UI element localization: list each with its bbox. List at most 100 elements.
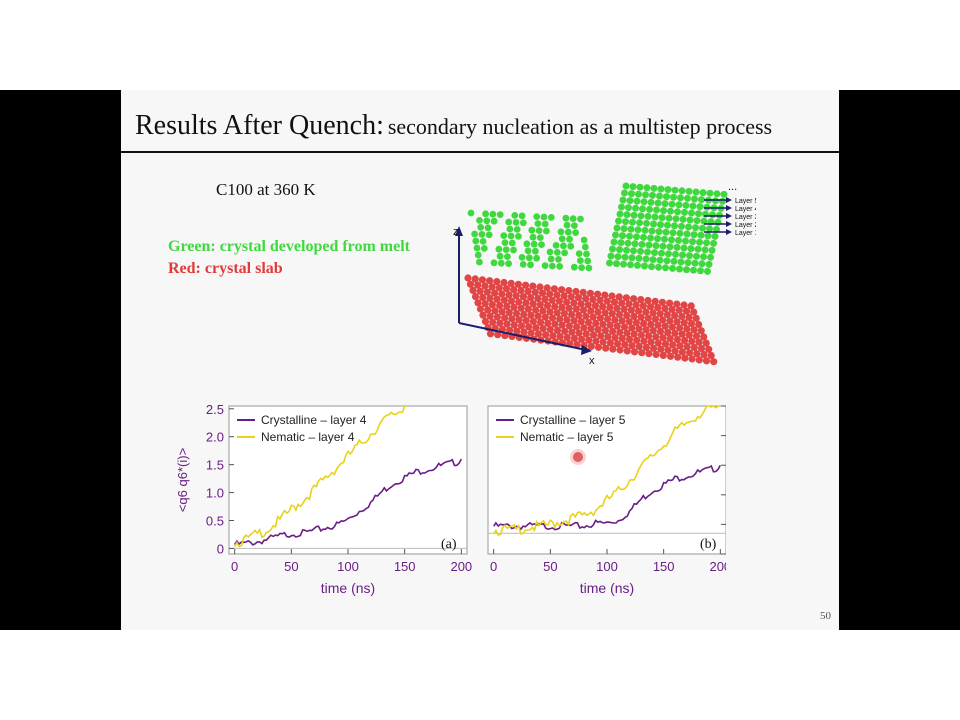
slab-bead bbox=[685, 331, 693, 339]
slab-bead bbox=[688, 355, 696, 363]
slab-bead bbox=[466, 280, 475, 288]
slab-bead bbox=[586, 289, 594, 297]
melt-bead bbox=[650, 220, 657, 228]
melt-bead bbox=[680, 244, 688, 252]
melt-bead bbox=[651, 213, 659, 221]
slab-bead bbox=[658, 298, 666, 306]
slab-bead bbox=[674, 353, 682, 361]
slab-bead bbox=[638, 349, 646, 357]
melt-bead bbox=[476, 217, 483, 224]
melt-bead bbox=[500, 232, 508, 239]
melt-bead bbox=[577, 215, 584, 223]
melt-bead bbox=[663, 193, 670, 201]
slab-bead bbox=[695, 338, 703, 346]
melt-bead bbox=[473, 244, 481, 252]
melt-bead bbox=[613, 260, 620, 268]
slab-bead bbox=[601, 291, 609, 299]
slab-bead bbox=[479, 293, 487, 302]
slab-bead bbox=[628, 342, 636, 350]
x-axis-arrow bbox=[581, 345, 592, 355]
slab-bead bbox=[635, 307, 643, 315]
slab-bead bbox=[659, 351, 667, 359]
slab-bead bbox=[560, 292, 568, 300]
slab-bead bbox=[652, 333, 660, 341]
melt-bead bbox=[712, 197, 719, 205]
slab-bead bbox=[676, 324, 684, 332]
slab-bead bbox=[687, 320, 696, 328]
slab-bead bbox=[546, 290, 554, 298]
title-main: Results After Quench: bbox=[135, 110, 384, 141]
melt-bead bbox=[677, 258, 685, 266]
slab-bead bbox=[476, 287, 484, 295]
x-axis-title: time (ns) bbox=[321, 580, 375, 596]
y-tick-label: 2.0 bbox=[206, 430, 224, 445]
slab-bead bbox=[695, 356, 703, 364]
slab-bead bbox=[669, 341, 677, 349]
melt-bead bbox=[709, 211, 716, 219]
melt-bead bbox=[543, 227, 550, 235]
melt-bead bbox=[682, 237, 689, 245]
slab-bead bbox=[671, 329, 679, 337]
legend-green-text: Green: crystal developed from melt bbox=[168, 238, 411, 255]
slab-bead bbox=[525, 323, 533, 331]
slab-bead bbox=[514, 280, 522, 288]
slab-bead bbox=[642, 326, 650, 334]
melt-bead bbox=[616, 246, 623, 254]
melt-bead bbox=[645, 241, 653, 249]
slab-bead bbox=[597, 332, 605, 340]
slab-bead bbox=[464, 274, 472, 282]
melt-bead bbox=[679, 251, 686, 259]
slab-bead bbox=[522, 317, 530, 325]
melt-bead bbox=[496, 252, 504, 260]
melt-bead bbox=[688, 209, 695, 217]
melt-bead bbox=[711, 232, 719, 240]
slab-bead bbox=[692, 314, 700, 322]
slab-bead bbox=[657, 345, 665, 353]
slab-bead bbox=[682, 307, 691, 315]
slab-bead bbox=[584, 318, 593, 327]
slab-bead bbox=[705, 345, 713, 353]
slab-bead bbox=[601, 309, 609, 317]
slab-bead bbox=[637, 313, 645, 321]
letterbox-right bbox=[839, 90, 960, 630]
system-label: C100 at 360 K bbox=[216, 180, 316, 199]
slab-bead bbox=[651, 297, 659, 305]
melt-bead bbox=[606, 259, 613, 267]
slab-bead bbox=[505, 309, 513, 317]
melt-bead bbox=[692, 224, 699, 232]
melt-bead bbox=[714, 218, 722, 226]
slab-bead bbox=[647, 320, 655, 328]
slab-bead bbox=[609, 327, 617, 335]
slab-bead bbox=[594, 308, 602, 316]
melt-bead bbox=[567, 242, 575, 250]
slab-bead bbox=[625, 318, 633, 326]
melt-bead bbox=[541, 262, 549, 269]
slab-bead bbox=[616, 346, 624, 354]
melt-bead bbox=[698, 196, 705, 204]
slab-bead bbox=[515, 316, 523, 324]
slab-bead bbox=[532, 306, 540, 314]
melt-bead bbox=[474, 251, 482, 259]
melt-bead bbox=[634, 261, 641, 269]
melt-bead bbox=[649, 191, 656, 199]
layer-label: Layer 1 bbox=[735, 230, 756, 237]
slab-bead bbox=[544, 319, 552, 327]
melt-bead bbox=[615, 217, 622, 225]
slab-bead bbox=[556, 333, 564, 341]
melt-bead bbox=[508, 239, 516, 247]
slab-bead bbox=[548, 296, 556, 304]
slab-bead bbox=[519, 293, 527, 301]
slab-bead bbox=[690, 308, 698, 316]
slab-bead bbox=[579, 306, 588, 314]
melt-bead bbox=[629, 183, 637, 191]
melt-bead bbox=[612, 231, 619, 239]
slab-bead bbox=[592, 337, 600, 345]
melt-bead bbox=[505, 260, 512, 267]
melt-bead bbox=[515, 233, 522, 240]
melt-bead bbox=[704, 267, 711, 275]
melt-bead bbox=[660, 207, 667, 215]
y-tick-label: 0.5 bbox=[206, 513, 224, 528]
melt-bead bbox=[622, 182, 630, 190]
slab-bead bbox=[541, 295, 549, 303]
slab-bead bbox=[697, 327, 705, 335]
